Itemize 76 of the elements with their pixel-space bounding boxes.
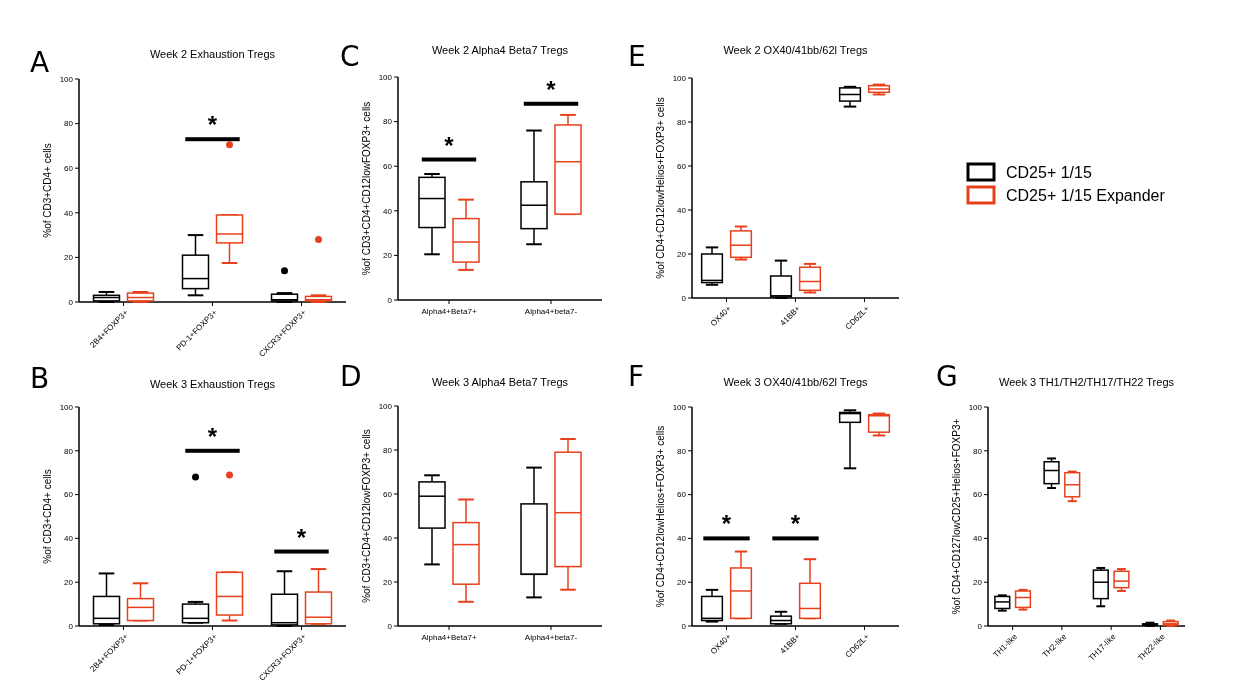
y-tick-label: 20 [64, 578, 74, 587]
y-tick-label: 20 [383, 577, 393, 587]
text: F [628, 360, 645, 393]
text: G [936, 360, 958, 393]
legend-label: CD25+ 1/15 Expander [1006, 186, 1166, 204]
annotation: * [790, 510, 801, 538]
annotation: * [296, 523, 307, 551]
y-tick-label: 20 [64, 253, 74, 263]
y-tick-label: 0 [681, 293, 687, 303]
y-tick-label: 100 [968, 402, 983, 412]
y-axis-title: %of CD4+CD12lowHelios+FOXP3+ cells [655, 425, 666, 608]
y-tick-label: 0 [68, 297, 74, 307]
chart-title: Week 3 Exhaustion Tregs [149, 378, 276, 390]
y-tick-label: 100 [378, 401, 393, 411]
x-tick-label: Alpha4+Beta7+ [421, 633, 477, 642]
x-tick-label: Alpha4+beta7- [524, 307, 578, 316]
y-tick-label: 80 [677, 446, 687, 456]
y-axis-title: %of CD3+CD4+CD12lowFOXP3+ cells [361, 429, 372, 603]
y-axis-title: %of CD3+CD4+ cells [42, 143, 53, 238]
y-tick-label: 60 [383, 162, 393, 171]
y-tick-label: 60 [383, 489, 393, 499]
y-tick-label: 80 [383, 445, 393, 455]
text: C [340, 40, 360, 73]
y-tick-label: 0 [68, 621, 74, 631]
y-tick-label: 60 [973, 490, 983, 500]
y-tick-label: 100 [59, 402, 74, 412]
y-tick-label: 80 [383, 117, 393, 127]
y-tick-label: 80 [973, 446, 983, 456]
y-tick-label: 0 [387, 295, 393, 305]
chart-title: Week 3 TH1/TH2/TH17/TH22 Tregs [998, 376, 1175, 388]
y-tick-label: 60 [677, 161, 687, 171]
y-tick-label: 100 [378, 72, 393, 82]
y-tick-label: 60 [64, 490, 74, 500]
y-axis-title: %of CD3+CD4+ cells [42, 469, 53, 564]
annotation: * [207, 111, 218, 139]
y-tick-label: 20 [973, 578, 983, 587]
y-tick-label: 40 [383, 206, 393, 216]
chart-title: Week 2 OX40/41bb/62l Tregs [723, 44, 869, 56]
y-tick-label: 40 [973, 534, 983, 544]
y-tick-label: 80 [677, 117, 687, 127]
y-tick-label: 100 [672, 402, 687, 412]
y-tick-label: 100 [59, 74, 74, 84]
text: A [30, 46, 50, 79]
y-tick-label: 80 [64, 446, 74, 456]
chart-title: Week 2 Exhaustion Tregs [149, 48, 276, 60]
text: E [628, 40, 646, 73]
legend-label: CD25+ 1/15 [1006, 163, 1092, 181]
annotation: * [721, 510, 732, 538]
y-axis-title: %of CD4+CD127lowCD25+Helios+FOXP3+ [951, 418, 962, 615]
y-tick-label: 60 [64, 164, 74, 173]
y-tick-label: 40 [64, 208, 74, 218]
y-tick-label: 20 [677, 249, 687, 259]
annotation: * [546, 75, 557, 103]
y-tick-label: 0 [977, 621, 983, 631]
chart-title: Week 3 Alpha4 Beta7 Tregs [431, 376, 569, 388]
y-tick-label: 100 [672, 73, 687, 83]
annotation: * [207, 422, 218, 450]
y-tick-label: 80 [64, 119, 74, 129]
y-tick-label: 20 [677, 578, 687, 587]
chart-title: Week 2 Alpha4 Beta7 Tregs [431, 44, 569, 56]
annotation: * [444, 131, 455, 159]
x-tick-label: Alpha4+beta7- [524, 633, 578, 642]
y-axis-title: %of CD4+CD12lowHelios+FOXP3+ cells [655, 97, 666, 279]
y-tick-label: 40 [64, 534, 74, 544]
y-tick-label: 40 [677, 534, 687, 544]
y-tick-label: 0 [681, 621, 687, 631]
y-tick-label: 40 [383, 533, 393, 543]
y-tick-label: 40 [677, 205, 687, 215]
y-tick-label: 0 [387, 621, 393, 631]
chart-title: Week 3 OX40/41bb/62l Tregs [723, 376, 869, 388]
text: B [30, 362, 50, 395]
text: D [340, 360, 362, 393]
x-tick-label: Alpha4+Beta7+ [421, 307, 477, 316]
y-tick-label: 20 [383, 251, 393, 261]
y-tick-label: 60 [677, 490, 687, 500]
y-axis-title: %of CD3+CD4+CD12lowFOXP3+ cells [361, 101, 372, 276]
